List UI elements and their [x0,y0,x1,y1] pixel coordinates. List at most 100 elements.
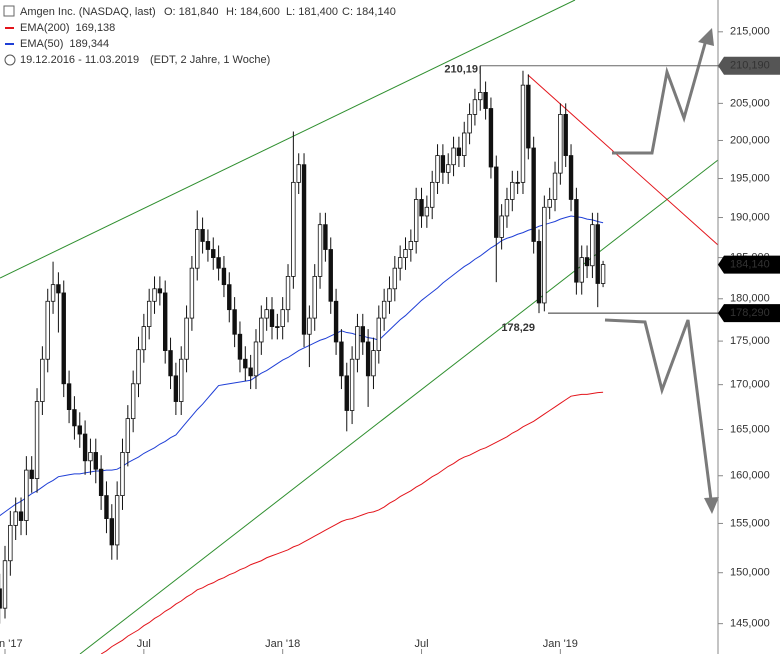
candle-body [221,267,227,286]
ohlc-label: L: 181,400 [286,6,338,18]
candle-body [72,409,77,427]
x-tick-label: Jul [414,638,428,650]
candle-body [323,224,328,250]
y-tick-label: 175,000 [730,335,770,347]
candle-body [483,92,488,109]
candle-body [504,199,510,217]
ohlc-label: C: 184,140 [342,6,396,18]
candle-body [381,300,387,319]
candle-body [355,326,360,360]
arrow-head [704,497,719,514]
candle-body [280,309,285,327]
resistance-line [527,74,719,246]
price-marker-label: 178,290 [730,307,770,319]
candle-body [478,92,483,101]
candle-body [275,326,280,328]
y-tick-label: 160,000 [730,470,770,482]
candle-body [531,147,536,242]
period-note: (EDT, 2 Jahre, 1 Woche) [150,54,270,66]
candle-body [66,383,72,411]
candle-body [232,309,237,335]
candle-body [285,276,291,311]
candle-body [579,257,584,283]
candle-body [536,241,542,304]
y-tick-label: 150,000 [730,567,770,579]
candle-body [243,358,248,369]
candle-body [451,147,456,166]
candle-body [93,452,98,470]
candle-body [328,249,333,302]
candle-body [0,588,2,609]
candle-body [403,249,408,259]
y-tick-label: 200,000 [730,134,770,146]
candle-body [136,349,141,385]
candle-body [264,309,269,319]
legend-label: EMA(200) [20,22,70,34]
candle-body [29,469,34,479]
scenario-down [604,318,713,501]
candle-body [520,84,526,183]
candle-body [419,199,424,217]
candle-body [45,300,50,360]
legend-label: EMA(50) [20,38,63,50]
candle-body [237,333,243,360]
candle-body [211,249,216,259]
candle-body [494,166,499,238]
candle-body [18,511,24,521]
candle-body [24,469,29,521]
candle-body [162,292,168,351]
candle-body [360,326,365,343]
candle-body [568,155,574,200]
x-tick-label: Jan '19 [543,638,578,650]
ema-line [100,391,604,654]
price-marker [718,255,780,274]
candle-body [125,418,131,453]
candle-body [77,425,82,435]
candle-body [344,375,349,411]
channel-lower [79,159,719,654]
candle-body [600,264,606,284]
candle-body [376,317,381,351]
candle-body [413,199,419,242]
candle-body [584,257,590,267]
candle-body [269,309,275,327]
candle-body [440,155,446,173]
y-tick-label: 165,000 [730,423,770,435]
candle-body [253,341,259,377]
candle-body [526,84,531,149]
candle-body [120,452,125,496]
candle-body [510,181,515,200]
level-label: 210,19 [444,64,478,76]
candle-body [184,317,189,360]
candle-body [488,108,494,168]
candle-body [542,206,547,304]
candle-body [50,284,56,302]
legend-value: 189,344 [69,38,109,50]
candle-body [387,288,392,302]
candle-body [2,560,8,609]
candle-body [157,288,163,294]
candle-body [173,375,179,402]
candle-body [40,358,45,402]
arrow-head [698,28,714,46]
candle-body [13,511,18,526]
y-tick-label: 190,000 [730,211,770,223]
candle-body [365,341,371,377]
y-tick-label: 155,000 [730,517,770,529]
candle-body [446,164,451,173]
candle-body [301,164,307,335]
ohlc-label: H: 184,600 [226,6,280,18]
candle-body [429,181,435,208]
candle-body [296,164,301,183]
channel-upper [0,0,576,279]
ohlc-label: O: 181,840 [164,6,218,18]
price-marker-label: 210,190 [730,60,770,72]
chart-icon [3,5,15,17]
candle-body [392,267,398,290]
candle-body [114,495,120,546]
y-tick-label: 195,000 [730,172,770,184]
candle-body [467,114,472,134]
candle-body [424,206,430,217]
candle-body [34,401,40,479]
candle-body [408,241,414,250]
